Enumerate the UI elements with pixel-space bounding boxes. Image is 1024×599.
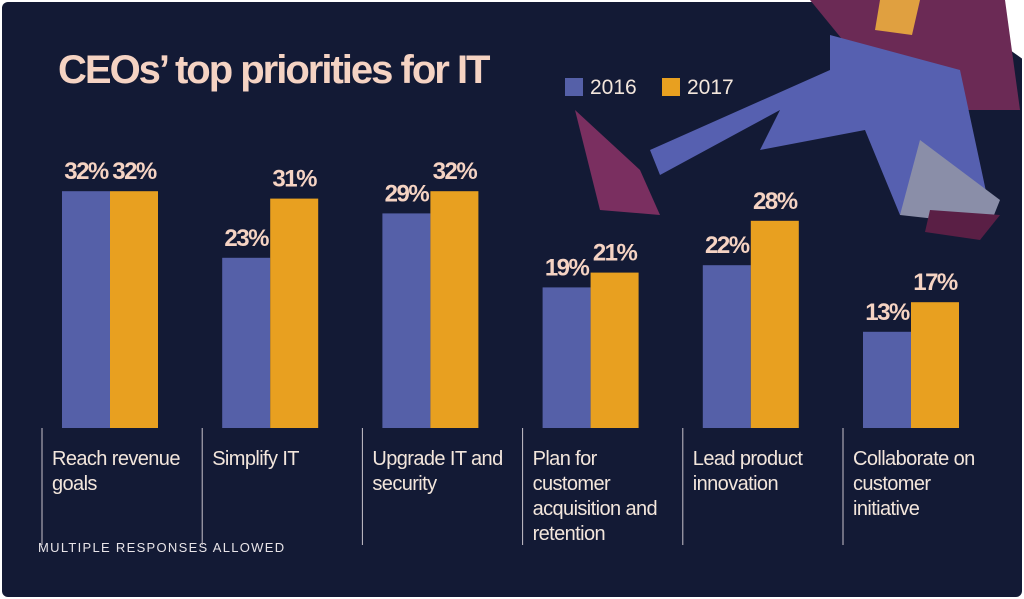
value-label: 22% (705, 232, 750, 259)
category-label: Collaborate on customer initiative (853, 448, 975, 520)
value-label: 31% (272, 166, 317, 193)
value-label: 23% (224, 225, 269, 252)
footnote: MULTIPLE RESPONSES ALLOWED (38, 540, 285, 555)
value-label: 17% (913, 269, 958, 296)
value-label: 21% (593, 240, 638, 267)
value-label: 32% (433, 158, 478, 185)
legend-swatch (565, 78, 583, 96)
bar (382, 213, 431, 428)
bar (863, 331, 911, 428)
category-label: Upgrade IT and security (372, 448, 503, 495)
bar (750, 220, 799, 428)
value-label: 28% (753, 188, 798, 215)
legend-label: 2016 (590, 76, 637, 99)
value-label: 32% (112, 158, 157, 185)
category-label: Plan for customer acquisition and retent… (532, 448, 658, 545)
legend-swatch (662, 78, 680, 96)
value-label: 19% (545, 254, 590, 281)
bar (911, 302, 959, 428)
value-label: 32% (64, 158, 109, 185)
value-label: 29% (385, 180, 430, 207)
bar (62, 191, 110, 428)
category-label: Lead product innovation (692, 448, 803, 495)
category-label: Simplify IT (212, 448, 299, 470)
bar (270, 198, 319, 428)
bar (110, 191, 158, 428)
category-label: Reach revenue goals (52, 448, 180, 495)
illustration (575, 0, 1024, 240)
chart-title: CEOs’ top priorities for IT (58, 48, 490, 92)
bar (542, 287, 591, 428)
legend-label: 2017 (687, 76, 734, 99)
bar (430, 191, 479, 428)
bar (590, 272, 639, 428)
bar (222, 257, 271, 428)
value-label: 13% (865, 299, 910, 326)
bar (702, 265, 751, 428)
